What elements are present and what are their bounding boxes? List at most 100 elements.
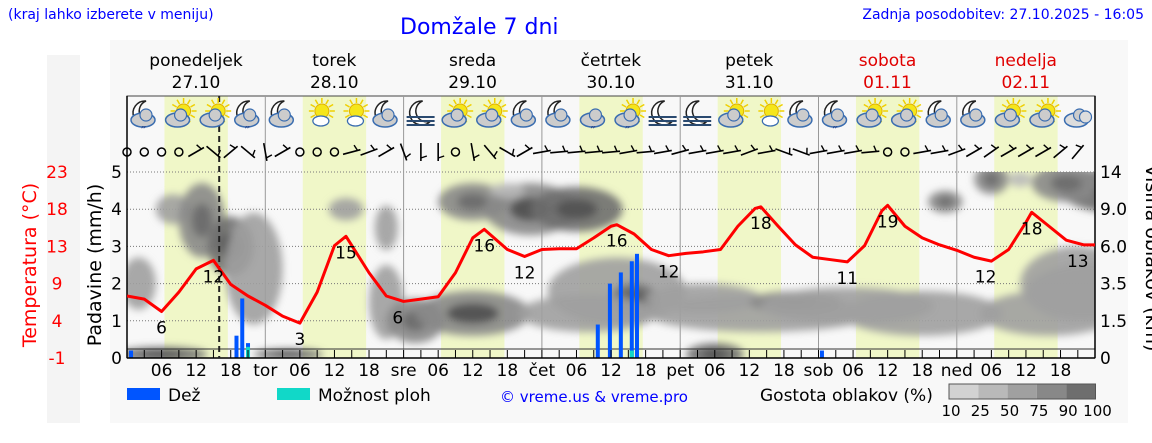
x-hour-label: 06 [427, 361, 449, 381]
wind-shaft [740, 148, 759, 156]
wind-barb-icon [342, 144, 361, 156]
wind-barb-icon [550, 145, 569, 154]
sun-ray [725, 103, 731, 108]
wind-feather [420, 155, 428, 159]
cloud-height-tick: 1.5 [1100, 312, 1127, 332]
wind-calm-icon [174, 147, 184, 157]
rain-bar [595, 324, 600, 358]
wind-shaft [757, 149, 776, 155]
wind-shaft [584, 150, 603, 154]
cloud-height-tick: 9.0 [1100, 200, 1127, 220]
sun-ray [1040, 99, 1045, 105]
wind-calm-icon [295, 147, 305, 157]
wind-barb-icon [809, 145, 828, 155]
wind-feather [282, 144, 289, 150]
moon-cloud-icon [960, 100, 986, 128]
wind-feather [1025, 144, 1032, 150]
wind-barb-icon [1017, 144, 1035, 158]
cloud-core [937, 196, 954, 207]
wind-feather [1043, 144, 1049, 150]
drizzle-marks: ″ [625, 124, 631, 138]
legend-density-title: Gostota oblakov (%) [760, 386, 933, 406]
sun-ray [729, 99, 734, 105]
temp-tick: 23 [46, 163, 68, 183]
moon-shape [685, 100, 708, 126]
wind-barb-icon [470, 142, 480, 162]
sun-ray [863, 103, 869, 108]
temperature-label: 19 [877, 212, 899, 232]
wind-shaft [550, 150, 569, 154]
rain-bar [129, 350, 134, 358]
sun-ray [639, 103, 645, 108]
wind-barb-icon [240, 145, 256, 159]
x-hour-label: 12 [185, 361, 207, 381]
cloud-puff [450, 108, 464, 122]
wind-shaft [844, 149, 863, 155]
wind-shaft [1035, 146, 1052, 158]
sun-ray [463, 99, 468, 105]
moon-cloud-drizzle-icon: ″ [821, 100, 848, 138]
density-level-label: 100 [1083, 402, 1112, 420]
sun-ray [625, 99, 630, 105]
rain-bar [629, 261, 634, 358]
cloud-density-layer [127, 172, 1095, 358]
wind-barb-icon [775, 147, 793, 156]
rain-bar [234, 335, 239, 358]
wind-feather [596, 145, 601, 152]
wind-feather [229, 144, 236, 149]
cloud-puff [208, 108, 222, 122]
cloud-puff [830, 108, 845, 122]
wind-calm-icon [882, 147, 893, 157]
sun-cloud-icon [718, 98, 750, 128]
wind-feather [788, 147, 791, 155]
moon-cloud-drizzle-icon: ″ [130, 100, 156, 138]
sun-ray [314, 99, 319, 105]
rain-bar [634, 253, 639, 358]
wind-barb-icon [420, 143, 428, 161]
wind-barb-icon [757, 145, 776, 155]
wind-feather [266, 154, 273, 159]
wind-feather [370, 144, 376, 151]
wind-feather [473, 154, 480, 159]
sun-cloud-icon [856, 98, 889, 128]
sun-ray [881, 103, 887, 108]
cloud-blob [328, 198, 364, 221]
wind-barb-icon [792, 147, 810, 156]
temperature-label: 16 [473, 236, 495, 256]
wind-feather [838, 145, 843, 152]
x-hour-label: 18 [773, 361, 795, 381]
wind-shaft [705, 149, 724, 155]
x-hour-label: 18 [358, 361, 380, 381]
sun-ray [902, 99, 907, 105]
cloud-core [457, 193, 489, 211]
temperature-label: 16 [606, 232, 628, 252]
wind-barb-icon [653, 145, 672, 155]
sun-ray [774, 99, 779, 105]
day-header-name: sreda [449, 51, 497, 71]
copyright-link[interactable]: © vreme.us & vreme.pro [500, 388, 688, 406]
cloud-height-axis-title: Višina oblakov (km) [1141, 165, 1152, 352]
cloud-puff [623, 108, 637, 122]
sun-small-cloud-icon [308, 98, 335, 127]
sun-ray [501, 103, 507, 108]
sun-ray [190, 114, 196, 119]
sun-ray [176, 99, 181, 105]
wind-shaft [913, 149, 932, 155]
temperature-label: 12 [514, 263, 536, 283]
x-hour-label: 06 [704, 361, 726, 381]
moon-shape [650, 100, 674, 126]
wind-feather [820, 145, 826, 152]
cloud-drizzle-icon: ″ [579, 108, 606, 138]
wind-feather [665, 145, 670, 152]
wind-barb-icon [499, 146, 516, 158]
wind-feather [544, 145, 549, 152]
location-hint-link[interactable]: (kraj lahko izberete v meniju) [8, 7, 214, 23]
wind-barb-icon [723, 145, 742, 155]
x-day-label: sre [391, 361, 417, 381]
cloud-puff [727, 108, 741, 122]
cloud-puff [139, 108, 153, 122]
wind-barb-icon [584, 145, 603, 154]
wind-barb-icon [602, 145, 621, 154]
wind-shaft [567, 150, 586, 154]
sun-ray [777, 103, 783, 108]
